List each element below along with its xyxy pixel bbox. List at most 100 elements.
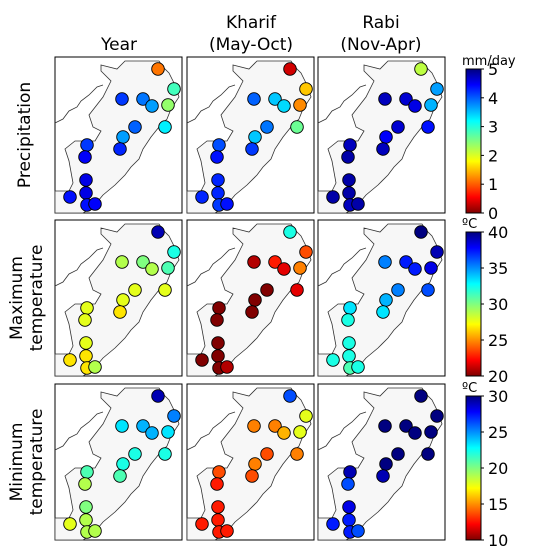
station-point (414, 225, 428, 239)
station-point (376, 305, 390, 319)
station-point (247, 255, 261, 269)
station-point (277, 99, 291, 113)
station-point (342, 186, 356, 200)
station-point (268, 419, 282, 433)
station-point (421, 447, 435, 461)
station-point (421, 120, 435, 134)
colorbar-tick-label: 0 (488, 204, 498, 223)
station-point (79, 500, 93, 514)
station-point (378, 255, 392, 269)
station-point (399, 92, 413, 106)
colorbar-tick-label: 2 (488, 146, 498, 165)
station-point (343, 301, 357, 315)
station-point (290, 447, 304, 461)
station-point (158, 283, 172, 297)
colorbar-unit: ºC (462, 217, 477, 232)
station-point (430, 245, 444, 259)
colorbar: ºC 20 25 30 35 40 (462, 217, 508, 386)
station-point (136, 255, 150, 269)
border-line (54, 411, 104, 451)
row-label-0: Precipitation (15, 82, 35, 188)
station-point (341, 477, 355, 491)
column-title-year: Year (100, 35, 137, 55)
station-point (167, 409, 181, 423)
station-point (283, 389, 297, 403)
station-point (220, 524, 234, 538)
station-point (211, 173, 225, 187)
station-point (283, 225, 297, 239)
station-point (212, 138, 226, 152)
colorbar-tick-label: 25 (488, 331, 508, 350)
station-point (212, 301, 226, 315)
station-point (116, 130, 130, 144)
station-point (290, 120, 304, 134)
station-point (245, 469, 259, 483)
station-point (342, 349, 356, 363)
station-point (220, 197, 234, 211)
station-point (211, 186, 225, 200)
map-panel (317, 56, 446, 214)
colorbar-tick-label: 30 (488, 387, 508, 406)
station-point (391, 283, 405, 297)
station-point (78, 477, 92, 491)
station-point (414, 389, 428, 403)
border-line (317, 411, 367, 451)
station-point (88, 524, 102, 538)
station-point (158, 120, 172, 134)
station-point (341, 313, 355, 327)
station-point (430, 409, 444, 423)
station-point (408, 262, 422, 276)
border-line (317, 84, 367, 124)
station-point (167, 82, 181, 96)
station-point (351, 197, 365, 211)
station-point (220, 360, 234, 374)
colorbar-tick-label: 5 (488, 60, 498, 79)
station-point (136, 419, 150, 433)
station-point (408, 99, 422, 113)
row-label-2: Minimumtemperature (7, 409, 47, 516)
station-point (88, 360, 102, 374)
station-point (247, 92, 261, 106)
station-point (293, 261, 307, 275)
station-point (391, 447, 405, 461)
station-point (211, 349, 225, 363)
station-point (158, 447, 172, 461)
station-point (342, 173, 356, 187)
map-panel (317, 219, 446, 377)
station-point (151, 389, 165, 403)
colorbar-tick-label: 3 (488, 118, 498, 137)
station-point (342, 513, 356, 527)
station-point (161, 261, 175, 275)
colorbar-tick-label: 1 (488, 175, 498, 194)
station-point (145, 99, 159, 113)
map-panel (186, 56, 315, 214)
colorbar-unit: mm/day (462, 54, 516, 69)
colorbar: ºC 10 15 20 25 30 (462, 381, 508, 550)
station-point (268, 92, 282, 106)
border-line (54, 84, 104, 124)
station-point (260, 120, 274, 134)
station-point (128, 447, 142, 461)
station-point (379, 130, 393, 144)
colorbar-tick-label: 4 (488, 89, 498, 108)
station-point (430, 82, 444, 96)
station-point (424, 98, 438, 112)
station-point (79, 186, 93, 200)
station-point (79, 173, 93, 187)
colorbar: mm/day 0 1 2 3 4 5 (462, 54, 516, 223)
colorbar-tick-label: 25 (488, 423, 508, 442)
colorbar-tick-label: 35 (488, 259, 508, 278)
station-point (79, 336, 93, 350)
station-point (211, 500, 225, 514)
column-title-kharif: Kharif (226, 13, 277, 33)
station-point (351, 524, 365, 538)
station-point (136, 92, 150, 106)
station-point (161, 98, 175, 112)
station-point (378, 92, 392, 106)
station-point (161, 425, 175, 439)
colorbar-gradient (465, 68, 482, 214)
colorbar-tick-label: 30 (488, 295, 508, 314)
station-point (378, 419, 392, 433)
station-point (80, 301, 94, 315)
